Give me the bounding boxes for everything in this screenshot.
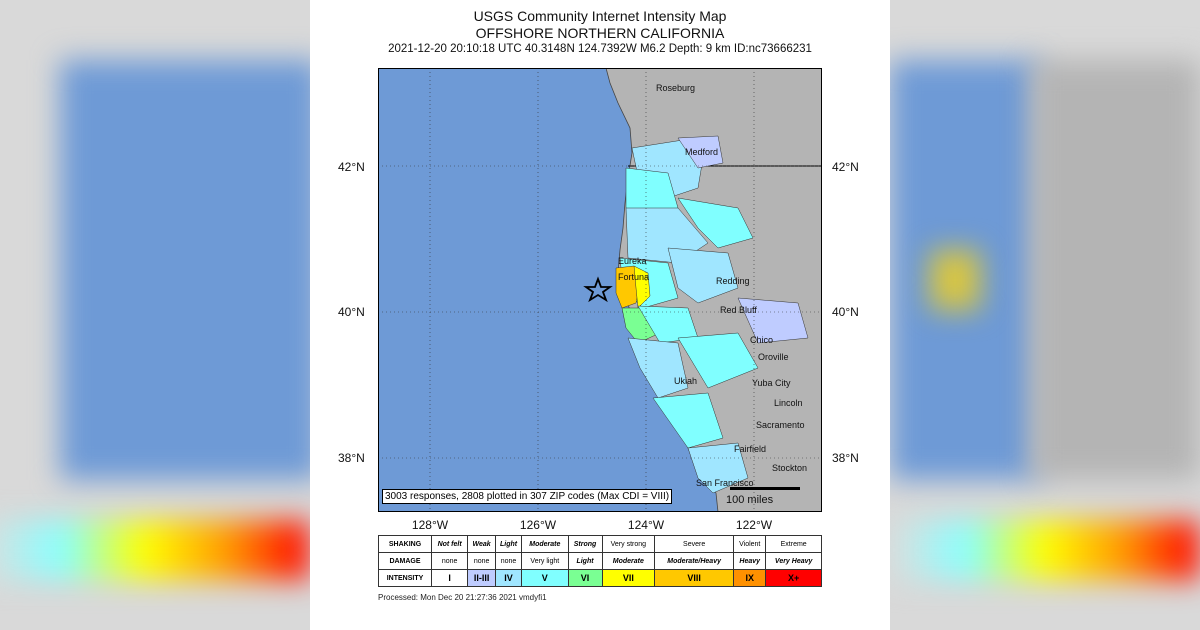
blurred-legend-right xyxy=(890,520,1200,580)
damage-cell: Moderate xyxy=(601,552,656,570)
legend-damage-header: DAMAGE xyxy=(378,552,432,570)
damage-cell: Light xyxy=(567,552,603,570)
blurred-land-right xyxy=(1030,60,1200,480)
legend-shaking-row: SHAKING Not felt Weak Light Moderate Str… xyxy=(378,535,822,553)
damage-cell: none xyxy=(467,552,496,570)
lat-label-40-left: 40°N xyxy=(338,305,365,319)
intensity-cell: I xyxy=(430,569,469,587)
damage-cell: Heavy xyxy=(733,552,767,570)
processed-timestamp: Processed: Mon Dec 20 21:27:36 2021 vmdy… xyxy=(378,593,547,602)
intensity-map[interactable]: Roseburg Medford Eureka Fortuna Redding … xyxy=(378,68,822,512)
damage-cell: Moderate/Heavy xyxy=(654,552,735,570)
map-region: OFFSHORE NORTHERN CALIFORNIA xyxy=(475,25,725,41)
blurred-legend-left xyxy=(0,520,310,580)
shaking-cell: Extreme xyxy=(765,535,822,553)
intensity-cell: VI xyxy=(567,569,603,587)
city-san-francisco: San Francisco xyxy=(696,478,754,488)
shaking-cell: Light xyxy=(494,535,523,553)
intensity-cell: V xyxy=(521,569,569,587)
map-frame xyxy=(378,68,822,512)
city-stockton: Stockton xyxy=(772,463,807,473)
city-ukiah: Ukiah xyxy=(674,376,697,386)
lon-label-122: 122°W xyxy=(735,518,773,532)
intensity-cell: X+ xyxy=(765,569,822,587)
lon-label-128: 128°W xyxy=(411,518,449,532)
shaking-cell: Severe xyxy=(654,535,735,553)
shaking-cell: Strong xyxy=(567,535,603,553)
intensity-cell: II-III xyxy=(467,569,496,587)
damage-cell: Very Heavy xyxy=(765,552,822,570)
intensity-cell: IX xyxy=(733,569,767,587)
map-svg: Roseburg Medford Eureka Fortuna Redding … xyxy=(378,68,822,512)
map-title: USGS Community Internet Intensity Map xyxy=(473,8,727,24)
damage-cell: Very light xyxy=(521,552,569,570)
zip-polygons xyxy=(615,135,809,494)
epicenter-star-icon xyxy=(583,276,613,303)
city-fairfield: Fairfield xyxy=(734,444,766,454)
lat-label-40-right: 40°N xyxy=(832,305,859,319)
city-oroville: Oroville xyxy=(758,352,789,362)
city-eureka: Eureka xyxy=(618,256,647,266)
city-medford: Medford xyxy=(685,147,718,157)
map-title-block: USGS Community Internet Intensity Map OF… xyxy=(310,8,890,57)
legend-intensity-row: INTENSITY I II-III IV V VI VII VIII IX X… xyxy=(378,569,822,587)
legend-intensity-header: INTENSITY xyxy=(378,569,432,587)
shaking-cell: Not felt xyxy=(430,535,469,553)
event-details: 2021-12-20 20:10:18 UTC 40.3148N 124.739… xyxy=(388,43,812,55)
city-fortuna: Fortuna xyxy=(618,272,649,282)
city-chico: Chico xyxy=(750,335,773,345)
lat-label-38-right: 38°N xyxy=(832,451,859,465)
city-red-bluff: Red Bluff xyxy=(720,305,757,315)
city-yuba-city: Yuba City xyxy=(752,378,791,388)
scale-label: 100 miles xyxy=(726,494,774,506)
city-roseburg: Roseburg xyxy=(656,83,695,93)
intensity-cell: VII xyxy=(601,569,656,587)
lat-label-42-right: 42°N xyxy=(832,160,859,174)
lon-label-126: 126°W xyxy=(519,518,557,532)
damage-cell: none xyxy=(494,552,523,570)
response-count: 3003 responses, 2808 plotted in 307 ZIP … xyxy=(382,489,673,504)
city-labels: Roseburg Medford Eureka Fortuna Redding … xyxy=(618,83,807,488)
lat-label-38-left: 38°N xyxy=(338,451,365,465)
blurred-epicenter-right xyxy=(930,250,980,310)
legend-shaking-header: SHAKING xyxy=(378,535,432,553)
city-lincoln: Lincoln xyxy=(774,398,803,408)
shaking-cell: Very strong xyxy=(601,535,656,553)
shaking-cell: Violent xyxy=(733,535,767,553)
damage-cell: none xyxy=(430,552,469,570)
lon-label-124: 124°W xyxy=(627,518,665,532)
city-sacramento: Sacramento xyxy=(756,420,805,430)
shaking-cell: Moderate xyxy=(521,535,569,553)
legend-damage-row: DAMAGE none none none Very light Light M… xyxy=(378,552,822,570)
scale-bar xyxy=(730,487,800,490)
intensity-legend: SHAKING Not felt Weak Light Moderate Str… xyxy=(378,535,822,587)
city-redding: Redding xyxy=(716,276,750,286)
intensity-cell: VIII xyxy=(654,569,735,587)
blurred-ocean-left xyxy=(60,60,320,480)
lat-label-42-left: 42°N xyxy=(338,160,365,174)
intensity-cell: IV xyxy=(494,569,523,587)
intensity-map-card: USGS Community Internet Intensity Map OF… xyxy=(310,0,890,630)
shaking-cell: Weak xyxy=(467,535,496,553)
